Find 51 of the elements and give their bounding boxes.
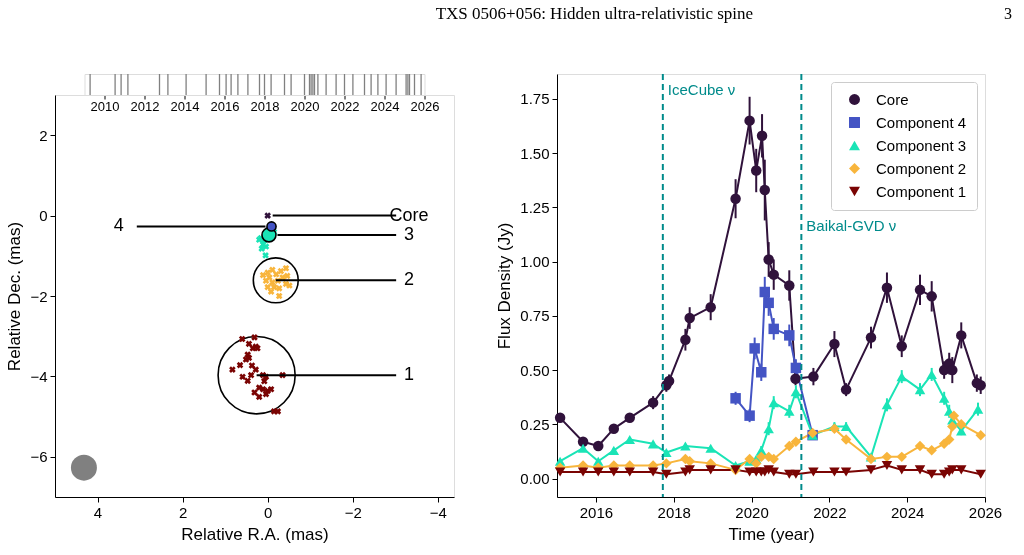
x-tick-label: 2016 (210, 98, 240, 114)
y-tick-label: 1.25 (520, 198, 550, 216)
y-axis-title: Flux Density (Jy) (495, 222, 515, 350)
x-tick-label: 2018 (657, 503, 691, 521)
x-tick-label: −2 (344, 503, 362, 521)
y-tick-label: 1.75 (520, 90, 550, 108)
legend-label: Component 2 (876, 159, 967, 177)
y-tick-label: 1.50 (520, 144, 550, 162)
legend-label: Component 3 (876, 136, 967, 154)
y-tick-label: 0.00 (520, 470, 550, 488)
x-tick-label: 2020 (735, 503, 769, 521)
x-tick-label: 2010 (90, 98, 120, 114)
chart-title: TXS 0506+056: Hidden ultra-relativistic spine (435, 4, 754, 23)
x-tick-label: 2024 (370, 98, 400, 114)
x-tick-label: 2024 (890, 503, 925, 521)
x-tick-label: 4 (93, 503, 103, 521)
annotation: 2 (403, 269, 414, 290)
x-tick-label: 2022 (813, 503, 847, 521)
y-tick-label: 0.75 (520, 307, 550, 325)
annotation: 4 (113, 215, 124, 236)
x-tick-label: 2014 (170, 98, 200, 114)
y-tick-label: 0.50 (520, 361, 550, 379)
x-tick-label: 0 (264, 503, 273, 521)
y-axis-title: Relative Dec. (mas) (5, 221, 25, 372)
x-tick-label: 2 (178, 503, 188, 521)
legend-label: Component 1 (876, 182, 967, 200)
y-tick-label: 1.00 (520, 253, 550, 271)
annotation: Core (389, 204, 429, 225)
x-axis-title: Relative R.A. (mas) (181, 524, 329, 544)
legend-label: Core (876, 90, 909, 108)
annotation: 3 (403, 223, 414, 244)
y-tick-label: −2 (30, 287, 48, 305)
annotation: 1 (403, 364, 414, 385)
x-tick-label: −4 (429, 503, 447, 521)
x-tick-label: 2018 (250, 98, 280, 114)
x-tick-label: 2012 (130, 98, 160, 114)
y-tick-label: 0 (39, 207, 48, 225)
ref-line-label: IceCube ν (667, 81, 736, 98)
legend-label: Component 4 (876, 113, 967, 131)
x-axis-title: Time (year) (728, 524, 815, 544)
x-tick-label: 2022 (330, 98, 360, 114)
x-tick-label: 2026 (410, 98, 440, 114)
y-tick-label: 0.25 (520, 415, 550, 433)
y-tick-label: 2 (39, 126, 48, 144)
x-tick-label: 2026 (968, 503, 1003, 521)
y-tick-label: −4 (30, 367, 48, 385)
ref-line-label: Baikal-GVD ν (806, 217, 897, 235)
text: 3 (1004, 5, 1012, 22)
x-tick-label: 2016 (579, 503, 614, 521)
y-tick-label: −6 (30, 448, 48, 466)
x-tick-label: 2020 (290, 98, 320, 114)
